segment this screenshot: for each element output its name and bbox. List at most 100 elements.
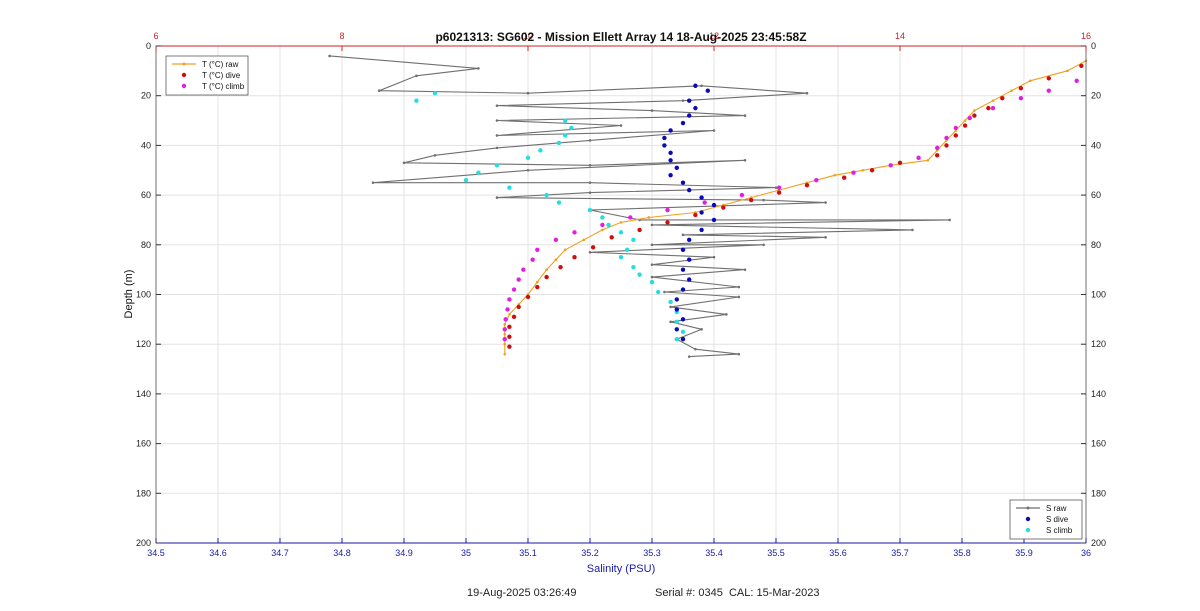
data-point-t-climb — [935, 145, 940, 151]
data-point-t-climb — [776, 185, 782, 190]
data-point-t-dive — [776, 190, 782, 195]
y-tick-label: 140 — [136, 389, 151, 399]
data-point-t-climb — [851, 170, 856, 175]
series-vertex-s-raw — [650, 243, 654, 247]
data-point-s-dive — [680, 287, 686, 292]
data-point-t-climb — [516, 277, 521, 282]
series-vertex-s-raw — [663, 290, 666, 294]
series-vertex-s-raw — [588, 250, 592, 254]
data-point-t-dive — [558, 264, 563, 270]
data-point-s-dive — [680, 337, 686, 342]
series-vertex-s-raw — [588, 181, 592, 184]
data-point-t-dive — [665, 220, 670, 225]
series-vertex-s-raw — [687, 355, 691, 358]
data-point-s-dive — [662, 135, 667, 141]
series-vertex-s-raw — [477, 67, 480, 70]
data-point-t-dive — [590, 245, 596, 250]
data-point-t-dive — [544, 274, 549, 280]
x2-tick-label: 14 — [895, 31, 905, 41]
legend-swatch-marker — [182, 62, 186, 66]
data-point-s-climb — [525, 155, 531, 161]
data-point-t-climb — [628, 215, 633, 220]
data-point-t-dive — [511, 314, 517, 320]
data-point-t-dive — [525, 294, 531, 300]
data-point-s-dive — [705, 88, 710, 93]
series-vertex-s-raw — [402, 161, 406, 165]
data-point-s-climb — [538, 148, 543, 153]
data-point-s-climb — [563, 133, 568, 138]
y-axis-label: Depth (m) — [123, 270, 135, 319]
series-vertex-s-raw — [762, 198, 765, 202]
series-vertex-s-raw — [774, 186, 778, 189]
data-point-s-dive — [699, 210, 704, 215]
y-tick-label-right: 140 — [1091, 389, 1106, 399]
data-point-t-dive — [953, 133, 958, 138]
series-vertex-s-raw — [737, 295, 741, 299]
y-tick-label-right: 200 — [1091, 538, 1106, 548]
data-point-t-dive — [507, 344, 512, 349]
series-s-raw — [328, 54, 951, 358]
data-point-s-dive — [687, 98, 692, 103]
data-point-s-dive — [687, 277, 692, 282]
series-vertex-s-raw — [700, 327, 703, 331]
series-vertex-s-raw — [650, 275, 654, 279]
series-vertex-t-raw — [833, 173, 837, 177]
data-point-s-dive — [687, 113, 692, 118]
series-vertex-s-raw — [694, 347, 697, 351]
x-tick-label: 35.2 — [581, 548, 599, 558]
data-point-t-dive — [1046, 76, 1052, 81]
series-vertex-s-raw — [762, 243, 765, 247]
data-point-t-climb — [814, 177, 819, 183]
series-vertex-s-raw — [681, 233, 685, 237]
data-point-s-climb — [544, 192, 549, 198]
legend-label: S raw — [1046, 504, 1067, 513]
series-vertex-s-raw — [911, 228, 914, 232]
series-line-t-raw — [504, 60, 1087, 355]
data-point-t-climb — [505, 307, 510, 312]
y-tick-label-right: 40 — [1091, 140, 1101, 150]
series-vertex-t-raw — [503, 352, 507, 356]
series-vertex-t-raw — [619, 221, 623, 224]
legend-swatch-dot — [181, 72, 187, 78]
data-point-t-dive — [869, 168, 875, 173]
data-point-s-climb — [680, 329, 686, 334]
series-vertex-s-raw — [743, 159, 747, 162]
series-vertex-s-raw — [526, 168, 530, 172]
series-vertex-t-raw — [991, 99, 995, 102]
series-vertex-s-raw — [725, 313, 728, 316]
series-vertex-t-raw — [503, 323, 507, 326]
series-vertex-s-raw — [588, 191, 592, 194]
series-vertex-s-raw — [737, 285, 741, 289]
x-tick-label: 35.7 — [891, 548, 909, 558]
series-vertex-t-raw — [554, 258, 558, 262]
series-vertex-s-raw — [650, 263, 654, 266]
y-tick-label-right: 100 — [1091, 290, 1106, 300]
series-vertex-s-raw — [824, 236, 827, 239]
data-point-s-climb — [631, 264, 636, 270]
series-vertex-t-raw — [926, 159, 930, 162]
series-vertex-t-raw — [1066, 69, 1069, 73]
x2-tick-label: 12 — [709, 31, 719, 41]
data-point-s-dive — [711, 202, 717, 208]
series-vertex-s-raw — [737, 352, 741, 356]
data-point-t-climb — [739, 192, 745, 198]
data-point-t-dive — [935, 153, 940, 158]
series-vertex-s-raw — [712, 255, 716, 259]
data-point-s-climb — [600, 215, 605, 220]
series-vertex-s-raw — [377, 89, 381, 93]
data-point-s-climb — [649, 279, 655, 285]
x-tick-label: 36 — [1081, 548, 1091, 558]
series-vertex-s-raw — [619, 124, 623, 127]
data-point-t-dive — [1018, 86, 1024, 91]
y-tick-label-right: 180 — [1091, 488, 1106, 498]
x2-tick-label: 8 — [339, 31, 344, 41]
series-vertex-t-raw — [963, 119, 967, 122]
data-point-t-dive — [721, 205, 726, 210]
data-point-t-climb — [502, 327, 507, 332]
x-tick-label: 34.6 — [209, 548, 227, 558]
series-s-climb — [414, 91, 686, 342]
data-point-s-dive — [687, 187, 692, 193]
data-point-t-dive — [749, 197, 754, 203]
data-point-s-climb — [414, 98, 419, 103]
data-point-s-climb — [625, 247, 630, 252]
